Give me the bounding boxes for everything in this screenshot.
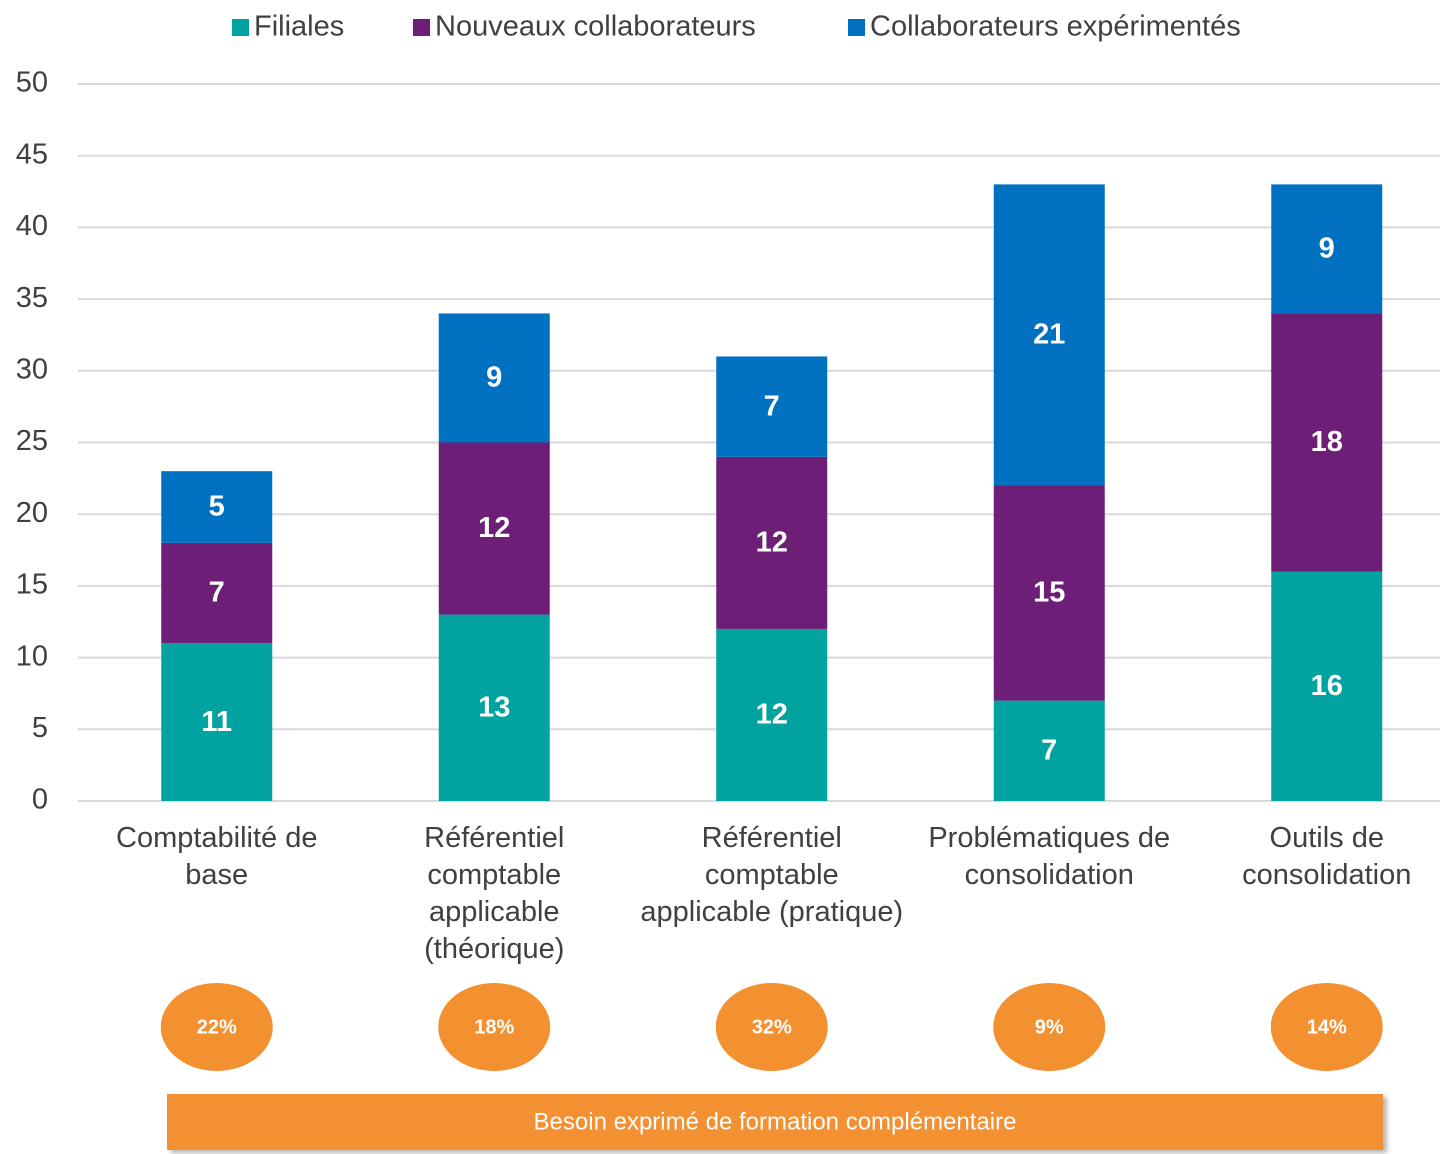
x-tick-label: Outils de consolidation [1242,822,1412,891]
y-tick-label: 0 [32,784,48,816]
bar-segment [716,456,828,629]
y-tick-label: 10 [16,640,48,672]
percent-bubble [715,983,828,1071]
data-label: 15 [1033,577,1065,609]
banner-text: Besoin exprimé de formation complémentai… [534,1108,1017,1135]
y-tick-label: 5 [32,712,48,744]
bar-segment [716,356,828,457]
bar-segment [161,643,273,801]
data-label: 12 [756,527,788,559]
y-tick-label: 35 [16,282,48,314]
percent-bubble [438,983,551,1071]
y-tick-label: 50 [16,67,48,99]
x-tick-label-box: Référentiel comptable applicable (théori… [424,822,565,965]
data-label: 11 [201,706,232,738]
data-label: 12 [478,512,510,544]
data-label: 5 [209,491,225,523]
x-tick-label-box: Outils de consolidation [1242,822,1412,891]
banner [167,1094,1383,1150]
y-tick-label: 20 [16,497,48,529]
bar-segment [438,442,550,615]
y-tick-label: 25 [16,425,48,457]
percent-label: 32% [752,1016,792,1038]
data-label: 9 [486,362,502,394]
legend-swatch [848,19,865,36]
data-label: 13 [478,691,510,723]
bar-segment [993,700,1105,801]
bar-segment [161,542,273,644]
x-tick-label: Comptabilité de base [116,822,318,891]
percent-label: 18% [474,1016,514,1038]
x-tick-label-box: Problématiques de consolidation [928,822,1171,891]
percent-bubble [1270,983,1383,1071]
bar-segment [993,184,1105,486]
data-label: 7 [209,577,225,609]
data-label: 7 [764,390,780,422]
percent-label: 9% [1035,1016,1064,1038]
data-label: 21 [1033,319,1065,351]
y-tick-label: 40 [16,210,48,242]
x-tick-label: Référentiel comptable applicable (pratiq… [640,822,904,928]
data-label: 7 [1041,734,1057,766]
bar-segment [161,471,273,543]
x-tick-label-box: Référentiel comptable applicable (pratiq… [640,822,904,928]
legend-swatch [413,19,430,36]
percent-label: 22% [197,1016,237,1038]
y-tick-label: 45 [16,138,48,170]
x-tick-label: Référentiel comptable applicable (théori… [424,822,565,965]
y-tick-label: 30 [16,353,48,385]
legend-label: Filiales [254,11,344,43]
y-tick-label: 15 [16,569,48,601]
bar-segment [1271,313,1383,572]
data-label: 18 [1311,426,1343,458]
bar-segment [438,313,550,443]
data-label: 16 [1311,670,1343,702]
data-label: 12 [756,699,788,731]
bar-segment [1271,184,1383,314]
bar-segment [438,614,550,801]
legend-label: Nouveaux collaborateurs [435,11,756,43]
bar-segment [716,628,828,801]
bar-segment [1271,571,1383,801]
legend-swatch [232,19,249,36]
bar-segment [993,485,1105,701]
legend-label: Collaborateurs expérimentés [870,11,1241,43]
x-tick-label-box: Comptabilité de base [116,822,318,891]
percent-bubble [160,983,273,1071]
percent-bubble [993,983,1106,1071]
percent-label: 14% [1307,1016,1347,1038]
data-label: 9 [1319,233,1335,265]
x-tick-label: Problématiques de consolidation [928,822,1171,891]
